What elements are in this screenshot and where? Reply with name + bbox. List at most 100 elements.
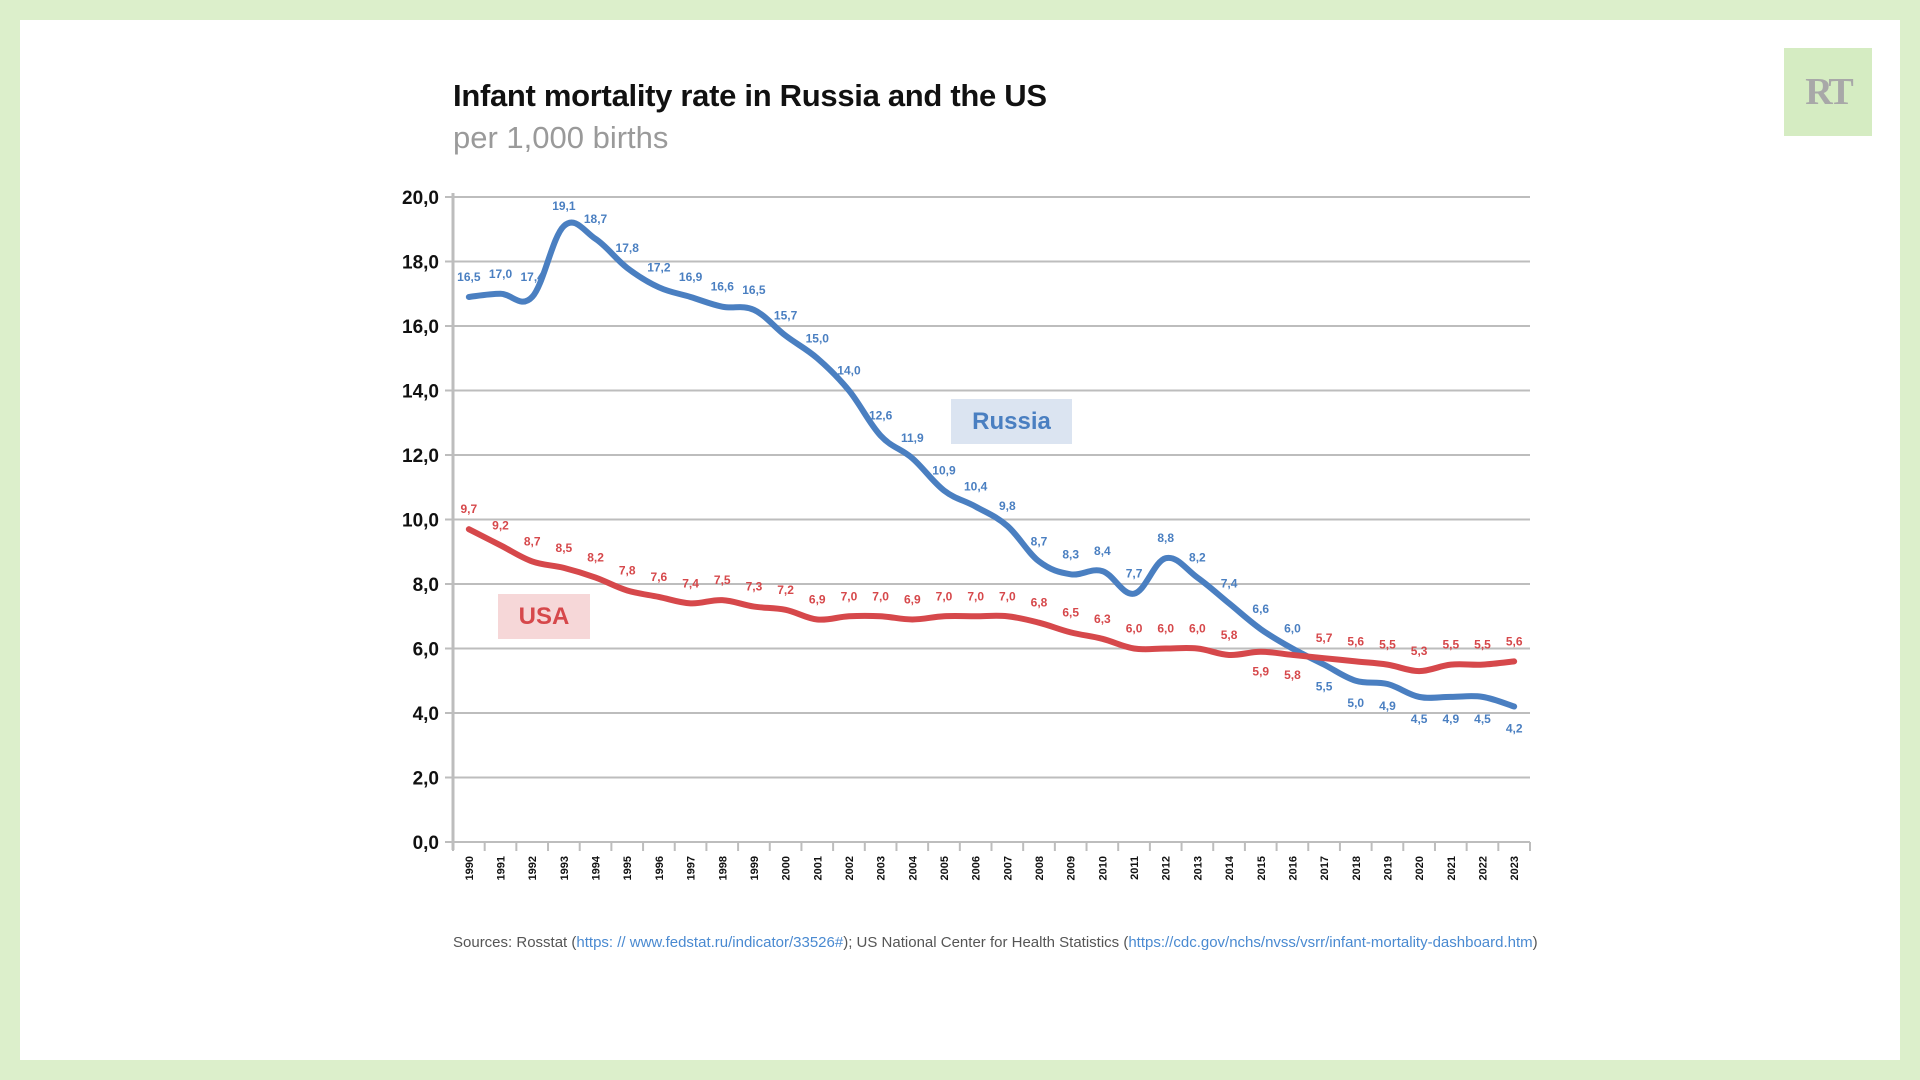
x-tick-label: 2003: [876, 856, 888, 880]
data-label-usa: 7,4: [682, 576, 699, 590]
y-tick-label: 20,0: [402, 188, 439, 209]
y-tick-label: 6,0: [413, 640, 439, 661]
data-label-russia: 6,0: [1284, 622, 1301, 636]
data-label-russia: 19,1: [552, 199, 576, 213]
data-label-russia: 4,5: [1474, 712, 1491, 726]
data-label-russia: 4,9: [1442, 712, 1459, 726]
data-label-usa: 5,8: [1221, 628, 1238, 642]
x-tick-label: 2016: [1287, 856, 1299, 880]
data-label-usa: 7,5: [714, 573, 731, 587]
data-label-usa: 6,3: [1094, 612, 1111, 626]
x-tick-label: 2015: [1256, 856, 1268, 880]
x-tick-label: 2022: [1477, 856, 1489, 880]
y-tick-label: 2,0: [413, 769, 439, 790]
x-tick-label: 1993: [559, 856, 571, 880]
chart-title: Infant mortality rate in Russia and the …: [453, 78, 1047, 113]
x-tick-label: 2018: [1351, 856, 1363, 880]
y-tick-label: 18,0: [402, 253, 439, 274]
data-label-usa: 7,0: [967, 589, 984, 603]
data-label-usa: 5,6: [1506, 634, 1523, 648]
data-label-usa: 8,2: [587, 551, 604, 565]
x-tick-label: 1996: [654, 856, 666, 880]
x-tick-label: 2009: [1066, 856, 1078, 880]
series-line-usa: [465, 526, 1518, 675]
data-label-russia: 5,0: [1347, 696, 1364, 710]
data-label-russia: 4,2: [1506, 722, 1523, 736]
series-lines: [465, 219, 1518, 710]
data-label-russia: 11,9: [901, 431, 924, 445]
data-label-usa: 6,9: [809, 592, 826, 606]
x-tick-label: 2020: [1414, 856, 1426, 880]
annotation-box-usa: [498, 594, 590, 639]
y-tick-label: 16,0: [402, 317, 439, 338]
data-label-russia: 8,8: [1157, 531, 1174, 545]
series-annotations: Russia USA: [498, 399, 1072, 639]
x-tick-label: 2000: [781, 856, 793, 880]
x-tick-label: 2023: [1509, 856, 1521, 880]
x-tick-label: 1994: [591, 855, 603, 880]
annotation-box-russia: [951, 399, 1072, 444]
data-label-usa: 6,0: [1189, 622, 1206, 636]
data-label-russia: 9,8: [999, 499, 1016, 513]
data-label-russia: 8,4: [1094, 544, 1111, 558]
cdc-link[interactable]: https://cdc.gov/nchs/nvss/vsrr/infant-mo…: [1128, 934, 1533, 951]
data-label-usa: 5,6: [1347, 634, 1364, 648]
data-label-usa: 6,8: [1031, 596, 1048, 610]
x-tick-label: 1999: [749, 856, 761, 880]
data-label-russia: 18,7: [584, 212, 608, 226]
data-label-usa: 5,8: [1284, 668, 1301, 682]
x-tick-label: 1995: [622, 856, 634, 880]
x-tick-label: 2014: [1224, 855, 1236, 880]
data-label-usa: 5,5: [1379, 638, 1396, 652]
x-tick-label: 2002: [844, 856, 856, 880]
x-tick-label: 2013: [1192, 856, 1204, 880]
data-label-usa: 5,3: [1411, 644, 1428, 658]
x-tick-label: 2017: [1319, 856, 1331, 880]
x-tick-label: 2004: [907, 855, 919, 880]
annotation-label-russia: Russia: [972, 408, 1051, 435]
data-label-usa: 7,3: [746, 580, 763, 594]
x-tick-label: 2019: [1382, 856, 1394, 880]
data-label-russia: 8,2: [1189, 551, 1206, 565]
data-label-usa: 5,7: [1316, 631, 1333, 645]
y-tick-label: 8,0: [413, 575, 439, 596]
x-tick-label: 2007: [1002, 856, 1014, 880]
data-label-usa: 5,9: [1252, 665, 1269, 679]
rosstat-link[interactable]: https: // www.fedstat.ru/indicator/33526…: [576, 934, 844, 951]
x-tick-label: 2001: [812, 856, 824, 880]
data-label-usa: 6,5: [1062, 605, 1079, 619]
data-label-usa: 7,2: [777, 583, 794, 597]
sources-prefix: Sources: Rosstat (: [453, 934, 577, 951]
data-label-russia: 17,8: [616, 241, 640, 255]
x-tick-label: 2012: [1161, 856, 1173, 880]
x-tick-label: 2021: [1446, 856, 1458, 880]
data-label-russia: 6,6: [1252, 602, 1269, 616]
data-labels: 16,5 17,0 17,4 19,1 18,7 17,8 17,2 16,9 16,6 16,5…: [457, 199, 1523, 736]
y-tick-label: 4,0: [413, 704, 439, 725]
data-label-russia: 17,4: [521, 270, 545, 284]
data-label-usa: 5,5: [1442, 638, 1459, 652]
x-tick-label: 1998: [717, 856, 729, 880]
data-label-usa: 7,0: [999, 589, 1016, 603]
data-label-russia: 7,7: [1126, 567, 1143, 581]
x-tick-label: 2011: [1129, 856, 1141, 880]
sources-middle: ); US National Center for Health Statist…: [843, 934, 1129, 951]
data-label-russia: 15,7: [774, 309, 798, 323]
data-label-russia: 17,0: [489, 267, 513, 281]
y-tick-label: 14,0: [402, 382, 439, 403]
sources-note: Sources: Rosstat (https: // www.fedstat.…: [453, 934, 1538, 951]
x-tick-label: 1991: [496, 856, 508, 880]
data-label-russia: 8,3: [1062, 547, 1079, 561]
data-label-usa: 9,7: [460, 502, 477, 516]
axes: 0,0 2,0 4,0 6,0 8,0 10,0 12,0 14,0 16,0 18,0 20,0 1…: [402, 188, 1531, 880]
sources-suffix: ): [1532, 934, 1538, 951]
chart-subtitle: per 1,000 births: [453, 120, 669, 155]
data-label-usa: 7,0: [872, 589, 889, 603]
x-tick-label: 2008: [1034, 856, 1046, 880]
data-label-russia: 5,5: [1316, 680, 1333, 694]
data-label-russia: 4,5: [1411, 712, 1428, 726]
data-label-usa: 8,5: [556, 541, 573, 555]
data-label-usa: 7,6: [651, 570, 668, 584]
x-tick-label: 1997: [686, 856, 698, 880]
